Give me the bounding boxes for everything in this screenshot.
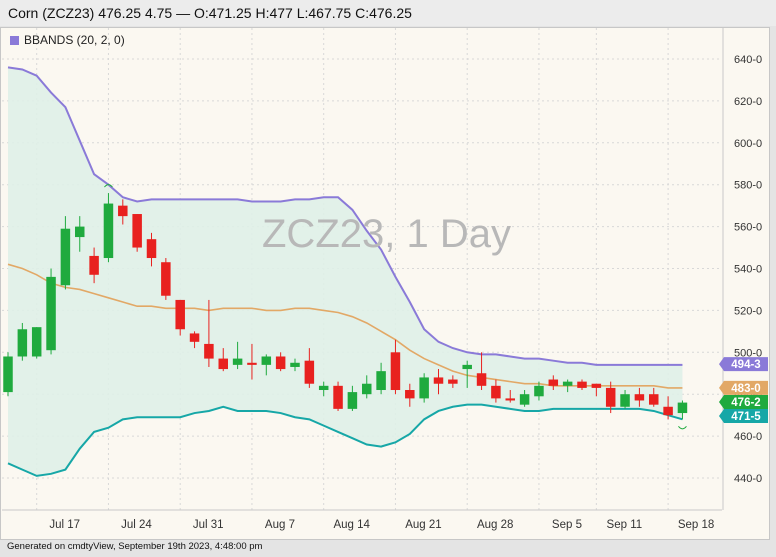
candle-down[interactable]: [275, 356, 286, 370]
x-tick-label: Jul 17: [49, 519, 80, 531]
candle-up[interactable]: [3, 356, 13, 393]
candle-down[interactable]: [218, 358, 229, 370]
chart-header: Corn (ZCZ23) 476.25 4.75 — O:471.25 H:47…: [0, 0, 776, 26]
candle-down[interactable]: [505, 398, 516, 401]
x-tick-label: Sep 18: [678, 519, 714, 531]
candle-up[interactable]: [376, 371, 386, 391]
candle-up[interactable]: [419, 377, 429, 399]
y-tick-label: 540-0: [734, 264, 762, 276]
candle-up[interactable]: [362, 383, 372, 395]
candle-down[interactable]: [591, 383, 602, 388]
x-tick-label: Aug 7: [265, 519, 295, 531]
candle-up[interactable]: [31, 327, 42, 357]
y-tick-label: 560-0: [734, 222, 762, 234]
candle-down[interactable]: [634, 394, 645, 401]
candle-down[interactable]: [448, 379, 458, 384]
candle-down[interactable]: [433, 377, 444, 384]
last-value-badge: [719, 357, 768, 372]
candle-down[interactable]: [476, 373, 487, 386]
y-tick-label: 580-0: [734, 180, 762, 192]
y-tick-label: 460-0: [734, 431, 762, 443]
y-tick-label: 500-0: [734, 347, 762, 359]
y-tick-label: 640-0: [734, 54, 762, 66]
candle-down[interactable]: [175, 299, 185, 330]
candle-down[interactable]: [491, 385, 501, 399]
candle-up[interactable]: [519, 394, 530, 405]
candle-up[interactable]: [60, 228, 71, 286]
candle-down[interactable]: [605, 387, 616, 407]
session-high-marker: [104, 184, 113, 188]
candle-down[interactable]: [89, 255, 99, 275]
candle-down[interactable]: [405, 390, 415, 399]
candle-down[interactable]: [161, 262, 171, 296]
x-tick-label: Sep 5: [552, 519, 582, 531]
x-tick-label: Jul 24: [121, 519, 152, 531]
candle-down[interactable]: [390, 352, 401, 391]
generated-footer: Generated on cmdtyView, September 19th 2…: [7, 541, 263, 552]
candle-up[interactable]: [620, 394, 630, 407]
candle-down[interactable]: [304, 360, 315, 384]
x-tick-label: Aug 21: [405, 519, 441, 531]
last-value-badge: [719, 409, 768, 424]
y-tick-label: 620-0: [734, 96, 762, 108]
session-low-marker: [678, 426, 687, 430]
bbands-legend-label[interactable]: BBANDS (20, 2, 0): [24, 33, 125, 47]
candle-up[interactable]: [290, 362, 300, 367]
candle-down[interactable]: [118, 205, 128, 217]
x-tick-label: Aug 14: [333, 519, 370, 531]
quote-summary: Corn (ZCZ23) 476.25 4.75 — O:471.25 H:47…: [8, 5, 412, 21]
candle-up[interactable]: [17, 329, 28, 357]
candle-down[interactable]: [132, 214, 142, 248]
candle-up[interactable]: [232, 358, 243, 365]
candle-up[interactable]: [462, 364, 472, 370]
candle-up[interactable]: [75, 226, 85, 238]
x-tick-label: Jul 31: [193, 519, 224, 531]
candle-up[interactable]: [318, 385, 329, 391]
last-value-label: 471-5: [731, 411, 761, 423]
candle-up[interactable]: [103, 203, 114, 259]
chart-watermark: ZCZ23, 1 Day: [262, 212, 511, 256]
x-tick-label: Sep 11: [607, 519, 643, 531]
candle-up[interactable]: [534, 385, 544, 397]
candle-down[interactable]: [146, 239, 157, 259]
lower-band-line: [7, 403, 683, 477]
candle-up[interactable]: [46, 276, 56, 351]
x-tick-label: Aug 28: [477, 519, 513, 531]
candle-down[interactable]: [247, 362, 257, 365]
bollinger-band-fill: [8, 67, 683, 476]
candle-up[interactable]: [562, 381, 573, 386]
candle-down[interactable]: [548, 379, 559, 386]
candle-down[interactable]: [333, 385, 343, 409]
y-tick-label: 520-0: [734, 305, 762, 317]
y-tick-label: 600-0: [734, 138, 762, 150]
candle-down[interactable]: [649, 394, 659, 405]
bbands-legend-swatch: [10, 36, 19, 45]
y-tick-label: 440-0: [734, 473, 762, 485]
candle-up[interactable]: [677, 402, 688, 414]
upper-band-line: [7, 66, 683, 366]
candle-down[interactable]: [577, 381, 587, 388]
last-value-label: 476-2: [731, 397, 760, 409]
last-value-badge: [719, 380, 768, 395]
candle-up[interactable]: [347, 392, 358, 409]
last-value-badge: [719, 395, 768, 410]
candle-down[interactable]: [204, 343, 214, 359]
last-value-label: 483-0: [731, 383, 760, 395]
candle-down[interactable]: [663, 406, 673, 416]
candle-down[interactable]: [189, 333, 200, 342]
candle-up[interactable]: [261, 356, 272, 365]
last-value-label: 494-3: [731, 359, 760, 371]
